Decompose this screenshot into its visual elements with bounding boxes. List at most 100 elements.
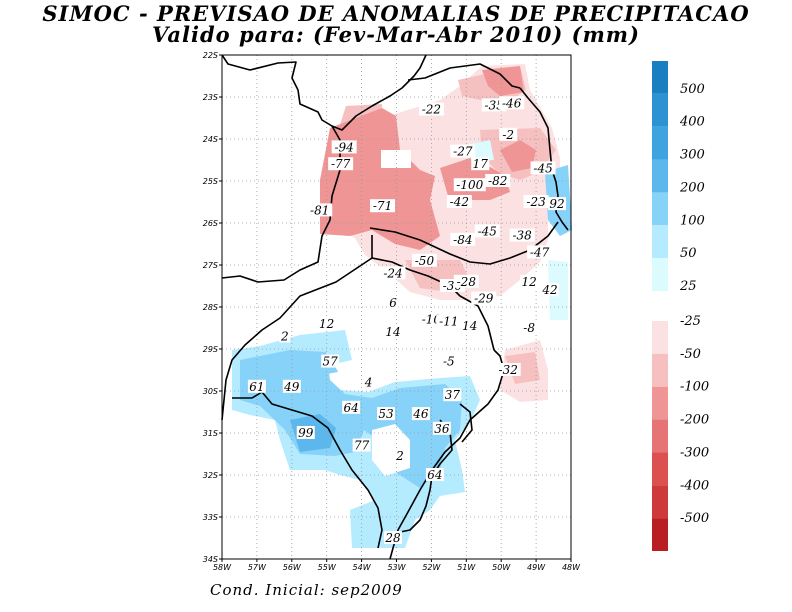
- anomaly-value-label: 36: [434, 422, 450, 436]
- value-label-bg: [509, 228, 535, 242]
- lat-tick-label: 30S: [203, 387, 218, 396]
- value-label-bg: [460, 318, 479, 332]
- anomaly-value-label: -27: [453, 145, 473, 159]
- colorbar-swatch-positive: [652, 61, 668, 94]
- anomaly-value-label: 12: [521, 275, 536, 289]
- anomaly-value-label: -8: [523, 321, 535, 335]
- colorbar-legend: 500 400 300 200 100 50 25 -25 -50 -100 -200 -300 -40…: [652, 61, 709, 551]
- lon-tick-label: 56W: [283, 563, 302, 572]
- anomaly-value-label: -47: [530, 245, 550, 259]
- value-label-bg: [425, 468, 444, 481]
- anomaly-value-label: -2: [502, 128, 514, 142]
- value-label-bg: [411, 407, 430, 421]
- colorbar-label: 50: [680, 246, 697, 261]
- value-label-bg: [317, 316, 336, 330]
- value-label-bg: [443, 388, 462, 402]
- anomaly-value-label: -94: [334, 140, 353, 154]
- anomaly-value-label: 64: [427, 468, 442, 482]
- colorbar-swatch-positive: [652, 192, 668, 226]
- value-label-bg: [446, 195, 472, 208]
- anomaly-value-label: 92: [549, 197, 564, 211]
- lon-tick-label: 55W: [318, 563, 337, 572]
- value-label-bg: [474, 224, 500, 238]
- anomaly-value-label: -38: [512, 229, 532, 243]
- colorbar-label: 300: [680, 148, 705, 163]
- colorbar-swatch-positive: [652, 159, 668, 193]
- value-label-bg: [450, 232, 476, 246]
- lon-tick-label: 53W: [387, 563, 406, 572]
- anomaly-value-label: -45: [533, 161, 552, 175]
- colorbar-swatch-positive: [652, 126, 668, 160]
- value-label-bg: [342, 400, 361, 414]
- anomaly-value-label: 99: [298, 426, 314, 440]
- lon-tick-label: 49W: [527, 563, 546, 572]
- anomaly-value-label: 64: [343, 401, 358, 415]
- anomaly-value-label: 46: [412, 407, 429, 421]
- value-label-bg: [387, 295, 399, 309]
- value-label-bg: [485, 174, 511, 187]
- axis-labels: 22S23S24S25S26S27S28S29S30S31S32S33S34S5…: [203, 51, 581, 572]
- lat-tick-label: 28S: [203, 303, 218, 312]
- map-subtitle: Valido para: (Fev-Mar-Abr 2010) (mm): [152, 22, 640, 47]
- value-label-bg: [471, 291, 497, 305]
- anomaly-value-label: -77: [331, 157, 351, 171]
- lat-tick-label: 24S: [203, 135, 218, 144]
- lon-tick-label: 58W: [213, 563, 232, 572]
- value-label-bg: [394, 449, 406, 463]
- anomaly-value-label: -84: [453, 233, 472, 247]
- value-label-bg: [247, 379, 266, 393]
- value-label-bg: [499, 127, 518, 141]
- colorbar-label: -200: [680, 413, 709, 428]
- value-label-bg: [436, 314, 462, 328]
- lon-tick-label: 50W: [492, 563, 511, 572]
- lat-tick-label: 25S: [203, 177, 218, 186]
- value-label-bg: [380, 266, 406, 280]
- anomaly-value-label: -32: [499, 363, 518, 377]
- value-label-bg: [370, 199, 396, 213]
- lon-tick-label: 57W: [248, 563, 267, 572]
- anomaly-value-label: 4: [364, 376, 373, 390]
- value-label-bg: [548, 197, 567, 211]
- lon-tick-label: 52W: [422, 563, 441, 572]
- value-label-bg: [530, 161, 556, 175]
- anomaly-value-label: -5: [443, 355, 455, 369]
- colorbar-swatch-negative: [652, 485, 668, 519]
- value-label-bg: [520, 321, 539, 334]
- anomaly-value-label: 14: [385, 325, 400, 339]
- value-label-bg: [453, 274, 479, 288]
- anomaly-value-label: 57: [323, 355, 339, 369]
- anomaly-value-label: 12: [319, 317, 334, 331]
- anomaly-value-label: 53: [378, 407, 394, 421]
- anomaly-value-label: 2: [395, 449, 404, 463]
- colorbar-swatch-negative: [652, 518, 668, 551]
- value-label-bg: [307, 203, 333, 217]
- anomaly-value-label: -24: [383, 266, 402, 280]
- lat-tick-label: 22S: [203, 51, 218, 60]
- colorbar-swatch-positive: [652, 93, 668, 127]
- colorbar-label: -50: [680, 347, 701, 362]
- colorbar-swatch-negative: [652, 321, 668, 354]
- colorbar-label: 100: [680, 213, 705, 228]
- lat-tick-label: 32S: [203, 471, 218, 480]
- value-label-bg: [321, 354, 340, 368]
- colorbar-label: 200: [679, 180, 705, 195]
- anomaly-value-label: 61: [249, 380, 264, 394]
- anomaly-value-label: -23: [526, 195, 546, 209]
- value-label-bg: [363, 375, 375, 389]
- colorbar-label: -300: [680, 445, 709, 460]
- value-label-bg: [418, 102, 444, 116]
- colorbar-swatch-negative: [652, 419, 668, 453]
- anomaly-value-label: -81: [310, 203, 329, 217]
- anomaly-value-label: -46: [502, 96, 522, 110]
- colorbar-label: -100: [680, 380, 709, 395]
- value-label-bg: [527, 245, 553, 259]
- anomaly-value-label: -29: [474, 292, 494, 306]
- anomaly-value-label: 37: [445, 388, 461, 402]
- value-label-bg: [282, 379, 301, 393]
- value-label-bg: [495, 363, 521, 376]
- value-label-bg: [384, 531, 403, 544]
- anomaly-value-label: -71: [373, 199, 392, 213]
- value-label-bg: [453, 178, 486, 192]
